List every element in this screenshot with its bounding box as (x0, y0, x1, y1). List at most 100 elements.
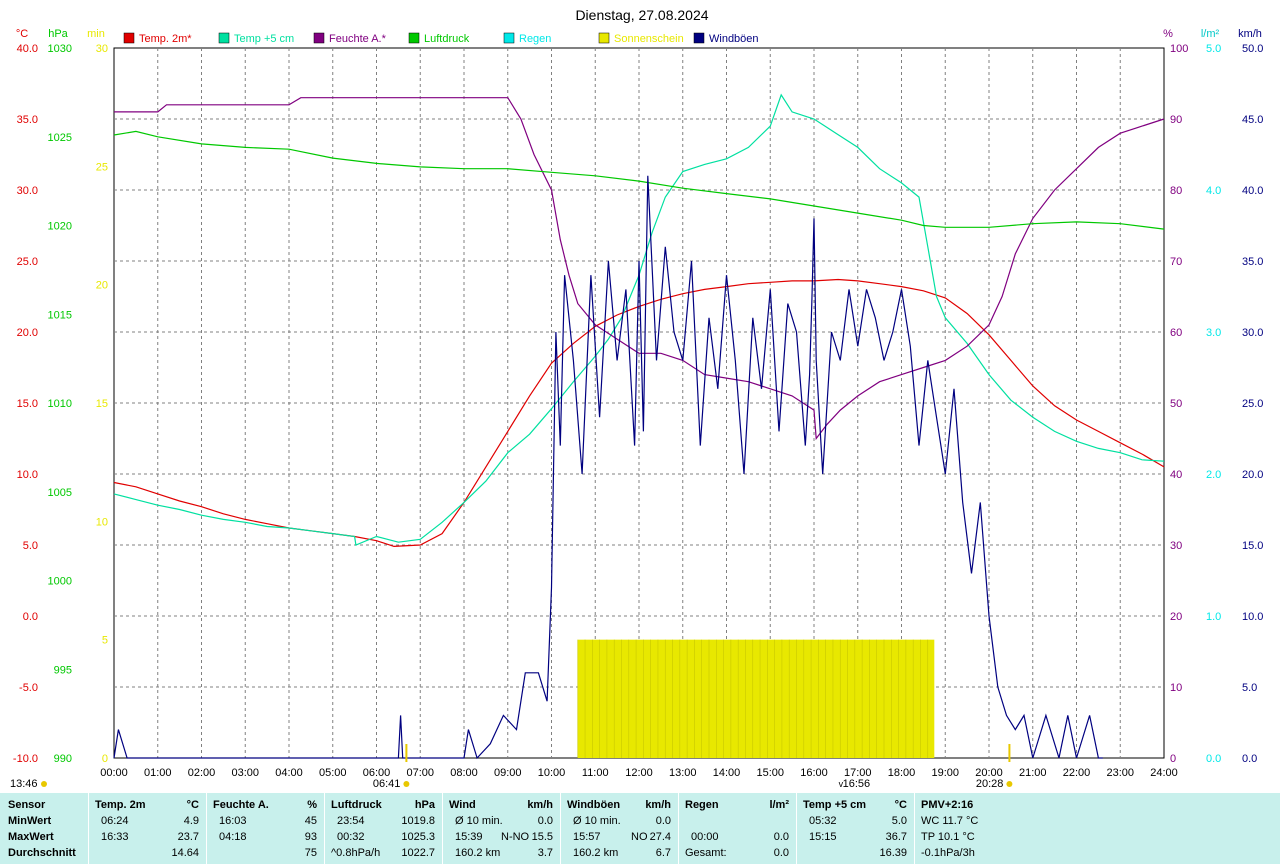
series-line-windb-en (113, 175, 1103, 760)
avg-label: 160.2 km (573, 847, 619, 859)
max-value: 23.7 (177, 831, 199, 843)
temp-tick-label: 30.0 (17, 185, 38, 197)
avg-label: 160.2 km (455, 847, 501, 859)
summary-col-pressure: Luftdruck hPa 23:54 1019.8 00:32 1025.3 … (324, 793, 443, 864)
col-header: Regen (685, 799, 719, 811)
x-tick-label: 01:00 (144, 767, 172, 779)
max-time: 00:32 (337, 831, 365, 843)
min-time: 23:54 (337, 815, 365, 827)
wind-unit-label: km/h (1238, 28, 1262, 40)
wind-tick-label: 30.0 (1242, 327, 1263, 339)
col-unit: km/h (527, 799, 553, 811)
grid (114, 48, 1164, 758)
min-value: 1019.8 (401, 815, 435, 827)
x-tick-label: 22:00 (1063, 767, 1091, 779)
min-time: 06:24 (101, 815, 129, 827)
humidity-tick-label: 90 (1170, 114, 1182, 126)
col-unit: % (307, 799, 317, 811)
wind-tick-label: 15.0 (1242, 540, 1263, 552)
row-label-min: MinWert (8, 815, 52, 827)
summary-row-labels: Sensor MinWert MaxWert Durchschnitt (0, 793, 88, 864)
humidity-tick-label: 40 (1170, 469, 1182, 481)
x-tick-label: 07:00 (406, 767, 434, 779)
max-value: 0.0 (773, 831, 789, 843)
legend: Temp. 2m* Temp +5 cm Feuchte A.* Luftdruck R… (123, 32, 759, 45)
wind-tick-label: 5.0 (1242, 682, 1257, 694)
humidity-tick-label: 100 (1170, 43, 1188, 55)
max-value: 15.5 (531, 831, 553, 843)
min-time: 16:03 (219, 815, 247, 827)
summary-col-temp2m: Temp. 2m °C 06:24 4.9 16:33 23.7 14.64 (88, 793, 207, 864)
peak-arrow-icon: v (839, 779, 844, 789)
max-value: 36.7 (885, 831, 907, 843)
wind-tick-label: 20.0 (1242, 469, 1263, 481)
x-tick-label: 05:00 (319, 767, 347, 779)
rain-tick-label: 1.0 (1206, 611, 1221, 623)
temp-tick-label: 40.0 (17, 43, 38, 55)
series-line-luftdruck (113, 130, 1165, 230)
x-tick-label: 06:00 (363, 767, 391, 779)
max-direction: N-NO (501, 831, 530, 843)
wind-tick-label: 25.0 (1242, 398, 1263, 410)
pressure-tick-label: 1015 (48, 309, 72, 321)
summary-col-gusts: Windböen km/h Ø 10 min. 0.0 15:57 NO 27.… (560, 793, 679, 864)
time-markers: 06:41 16:56v 20:28 13:46 (10, 744, 1013, 790)
x-tick-label: 10:00 (538, 767, 566, 779)
sun-icon (1006, 781, 1013, 787)
legend-swatch (218, 32, 230, 44)
min-value: 0.0 (655, 815, 671, 827)
x-tick-label: 02:00 (188, 767, 216, 779)
min-value: 5.0 (891, 815, 907, 827)
humidity-tick-label: 80 (1170, 185, 1182, 197)
sun-icon (41, 781, 47, 787)
min-value: 0.0 (537, 815, 553, 827)
x-tick-label: 09:00 (494, 767, 522, 779)
x-tick-label: 24:00 (1150, 767, 1178, 779)
summary-col-humidity: Feuchte A. % 16:03 45 04:18 93 75 (206, 793, 325, 864)
min-label: Ø 10 min. (573, 815, 621, 827)
legend-label: Windböen (709, 33, 759, 45)
humidity-tick-label: 30 (1170, 540, 1182, 552)
avg-value: 75 (304, 847, 317, 859)
legend-swatch (693, 32, 705, 44)
sun-icon (403, 781, 410, 787)
avg-value: 14.64 (171, 847, 199, 859)
col-unit: °C (186, 799, 199, 811)
min-time: 05:32 (809, 815, 837, 827)
legend-swatch (313, 32, 325, 44)
summary-col-wind: Wind km/h Ø 10 min. 0.0 15:39 N-NO 15.5 … (442, 793, 561, 864)
pressure-tick-label: 1025 (48, 132, 72, 144)
wind-tick-label: 35.0 (1242, 256, 1263, 268)
peak-label: 16:56 (840, 778, 871, 790)
temp-tick-label: 5.0 (23, 540, 38, 552)
max-time: 15:15 (809, 831, 837, 843)
x-tick-label: 23:00 (1106, 767, 1134, 779)
humidity-tick-label: 70 (1170, 256, 1182, 268)
x-tick-label: 16:00 (800, 767, 828, 779)
legend-label: Temp +5 cm (234, 33, 294, 45)
max-value: 1025.3 (401, 831, 435, 843)
min-value: 4.9 (183, 815, 199, 827)
min-label: Ø 10 min. (455, 815, 503, 827)
temp-tick-label: -10.0 (13, 753, 38, 765)
x-tick-label: 08:00 (450, 767, 478, 779)
col-header: Windböen (567, 799, 621, 811)
legend-label: Luftdruck (424, 33, 470, 45)
x-tick-label: 13:00 (669, 767, 697, 779)
max-time: 15:57 (573, 831, 601, 843)
left-axis-ticks: 40.0 35.0 30.0 25.0 20.0 15.0 10.0 5.0 0.0 -5.0 -1… (13, 43, 108, 765)
pressure-tick-label: 990 (54, 753, 72, 765)
avg-label: Gesamt: (685, 847, 727, 859)
summary-table: Sensor MinWert MaxWert Durchschnitt Temp… (0, 793, 1280, 864)
rain-tick-label: 3.0 (1206, 327, 1221, 339)
wind-tick-label: 10.0 (1242, 611, 1263, 623)
series-line-feuchte-a- (114, 97, 1165, 441)
sunshine-tick-label: 0 (102, 753, 108, 765)
x-axis-ticks: 00:00 01:00 02:00 03:00 04:00 05:00 06:00 07:00… (100, 767, 1178, 779)
sunshine-unit-label: min (87, 28, 105, 40)
temp-tick-label: 20.0 (17, 327, 38, 339)
wind-tick-label: 40.0 (1242, 185, 1263, 197)
rain-unit-label: l/m² (1201, 28, 1220, 40)
x-tick-label: 19:00 (931, 767, 959, 779)
temp-tick-label: 0.0 (23, 611, 38, 623)
